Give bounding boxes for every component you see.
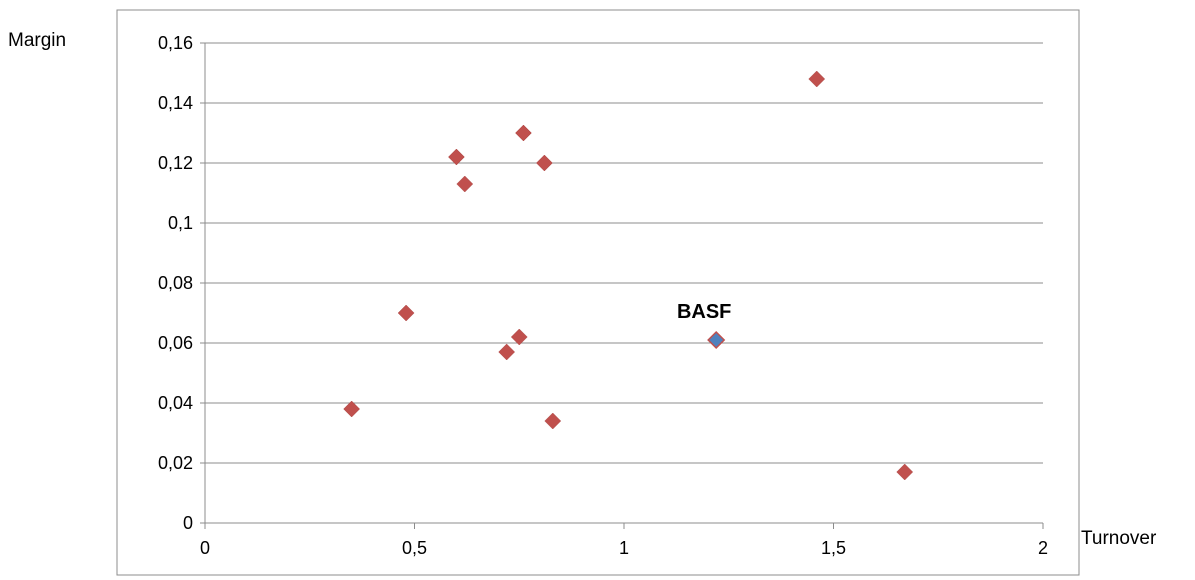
x-tick-label: 2 [1038,538,1048,558]
data-point [515,124,532,142]
data-point [544,412,562,430]
y-tick-label: 0,14 [158,93,193,113]
y-tick-label: 0,04 [158,393,193,413]
data-point [896,463,914,481]
grid-lines [205,42,1043,464]
data-point [343,400,361,418]
y-tick-label: 0,1 [168,213,193,233]
data-point [510,328,528,346]
axes [200,42,1044,529]
x-tick-label: 1,5 [821,538,846,558]
tick-labels: 0 0,02 0,04 0,06 0,08 0,1 0,12 0,14 0,16 0 0,5 1 1,5… [158,33,1048,558]
data-point [536,154,553,172]
data-points: BASF [343,70,914,481]
y-tick-label: 0,06 [158,333,193,353]
y-tick-label: 0,12 [158,153,193,173]
y-tick-label: 0 [183,513,193,533]
data-point [456,175,474,193]
x-tick-label: 0 [200,538,210,558]
x-tick-label: 1 [619,538,629,558]
data-point [498,343,516,361]
y-tick-label: 0,02 [158,453,193,473]
x-tick-label: 0,5 [402,538,427,558]
data-point-highlight [707,330,726,350]
data-point [808,70,826,88]
y-tick-label: 0,16 [158,33,193,53]
data-point [397,304,415,322]
x-axis-title: Turnover [1081,528,1157,549]
data-point [448,148,465,166]
y-axis-title: Margin [8,30,66,51]
data-point-label: BASF [677,301,731,323]
chart-frame [116,9,1080,576]
y-tick-label: 0,08 [158,273,193,293]
